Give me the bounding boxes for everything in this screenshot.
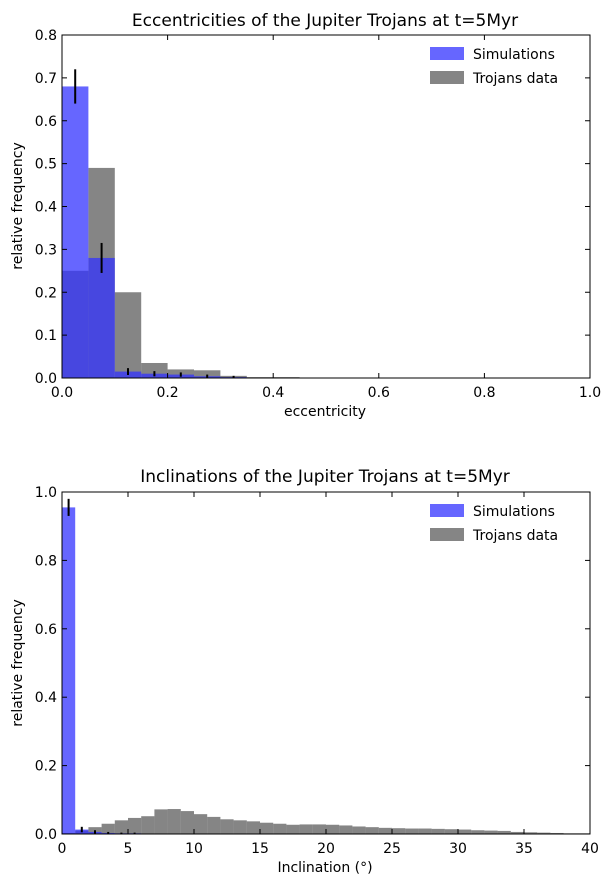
bar-trojans-9: [180, 811, 194, 834]
y-axis-label: relative frequency: [10, 142, 26, 269]
y-tick-label: 0.0: [35, 371, 57, 387]
bar-trojans-30: [458, 829, 472, 834]
bar-trojans-20: [326, 824, 340, 834]
axes-layer: 0 5 10 15 20 25 30 35 40 0.0 0.2 0.4 0.6 0.8 1.0: [35, 485, 599, 857]
bar-trojans-8: [167, 809, 181, 834]
y-tick-label: 0.2: [35, 285, 57, 301]
x-tick-label: 0.4: [262, 385, 284, 401]
bar-trojans-10: [194, 814, 208, 834]
legend-swatch-trojans: [430, 71, 464, 84]
y-tick-label: 0.0: [35, 827, 57, 843]
bars-layer: [62, 498, 590, 834]
bar-trojans-3: [101, 823, 115, 834]
bar-trojans-7: [154, 809, 168, 834]
bar-trojans-21: [339, 825, 353, 834]
y-tick-label: 0.8: [35, 28, 57, 44]
legend-label-trojans: Trojans data: [472, 71, 558, 87]
bar-trojans-23: [365, 827, 379, 834]
bar-trojans-5: [128, 817, 142, 834]
bar-trojans-36: [537, 832, 551, 834]
legend-label-trojans: Trojans data: [472, 528, 558, 544]
x-tick-label: 15: [251, 841, 269, 857]
bar-trojans-24: [378, 827, 392, 834]
y-tick-label: 0.3: [35, 242, 57, 258]
bar-trojans-17: [286, 824, 300, 834]
bar-trojans-37: [550, 832, 564, 834]
y-tick-label: 0.7: [35, 71, 57, 87]
x-tick-label: 0.0: [51, 385, 73, 401]
y-tick-label: 0.1: [35, 328, 57, 344]
bar-trojans-32: [484, 830, 498, 834]
bar-trojans-33: [497, 830, 511, 834]
bar-trojans-27: [418, 828, 432, 834]
bar-trojans-19: [312, 824, 326, 834]
bar-trojans-22: [352, 826, 366, 834]
bar-trojans-11: [207, 816, 221, 834]
bar-trojans-15: [260, 822, 274, 834]
legend-swatch-trojans: [430, 528, 464, 541]
y-tick-label: 0.6: [35, 622, 57, 638]
bar-trojans-28: [431, 828, 445, 834]
y-tick-label: 0.6: [35, 114, 57, 130]
y-tick-label: 1.0: [35, 485, 57, 501]
bar-trojans-16: [273, 823, 287, 834]
bar-trojans-29: [444, 829, 458, 834]
legend: Simulations Trojans data: [430, 504, 558, 544]
x-tick-label: 1.0: [579, 385, 601, 401]
bar-trojans-4: [114, 820, 128, 834]
y-tick-label: 0.5: [35, 157, 57, 173]
y-tick-label: 0.4: [35, 690, 57, 706]
chart-title: Inclinations of the Jupiter Trojans at t…: [140, 467, 510, 487]
legend: Simulations Trojans data: [430, 47, 558, 87]
x-tick-label: 0.2: [156, 385, 178, 401]
x-tick-label: 5: [124, 841, 133, 857]
axes-layer: 0.0 0.2 0.4 0.6 0.8 1.0 0.0 0.1 0.2 0.3 0.4 0.5 0.6 0…: [35, 28, 601, 401]
eccentricity-chart: Eccentricities of the Jupiter Trojans at…: [10, 11, 601, 420]
legend-label-simulations: Simulations: [473, 504, 555, 520]
bar-simulations-1: [88, 257, 115, 378]
bar-trojans-26: [405, 828, 419, 834]
bar-trojans-18: [299, 824, 313, 834]
x-tick-label: 25: [383, 841, 401, 857]
x-axis-label: eccentricity: [284, 404, 366, 420]
x-tick-label: 30: [449, 841, 467, 857]
x-tick-label: 0.6: [368, 385, 390, 401]
x-tick-label: 0: [58, 841, 67, 857]
bar-trojans-6: [141, 816, 155, 834]
bar-trojans-2: [114, 292, 142, 378]
x-tick-label: 10: [185, 841, 203, 857]
bars-layer: [62, 69, 326, 378]
legend-swatch-simulations: [430, 504, 464, 517]
x-tick-label: 35: [515, 841, 533, 857]
inclination-chart: Inclinations of the Jupiter Trojans at t…: [10, 467, 599, 876]
bar-simulations-0: [62, 507, 76, 834]
legend-label-simulations: Simulations: [473, 47, 555, 63]
bar-trojans-25: [392, 828, 406, 834]
bar-trojans-34: [510, 831, 524, 834]
y-axis-label: relative frequency: [10, 599, 26, 726]
y-tick-label: 0.8: [35, 553, 57, 569]
bar-trojans-12: [220, 819, 234, 834]
bar-trojans-5: [194, 370, 221, 378]
legend-swatch-simulations: [430, 47, 464, 60]
y-tick-label: 0.2: [35, 759, 57, 775]
x-tick-label: 20: [317, 841, 335, 857]
chart-title: Eccentricities of the Jupiter Trojans at…: [132, 11, 518, 31]
bar-trojans-35: [524, 832, 538, 834]
x-tick-label: 40: [581, 841, 599, 857]
bar-simulations-0: [62, 86, 89, 378]
bar-trojans-14: [246, 821, 260, 834]
x-tick-label: 0.8: [473, 385, 495, 401]
bar-trojans-31: [471, 830, 485, 834]
y-tick-label: 0.4: [35, 200, 57, 216]
bar-trojans-13: [233, 820, 247, 834]
x-axis-label: Inclination (°): [277, 860, 372, 876]
